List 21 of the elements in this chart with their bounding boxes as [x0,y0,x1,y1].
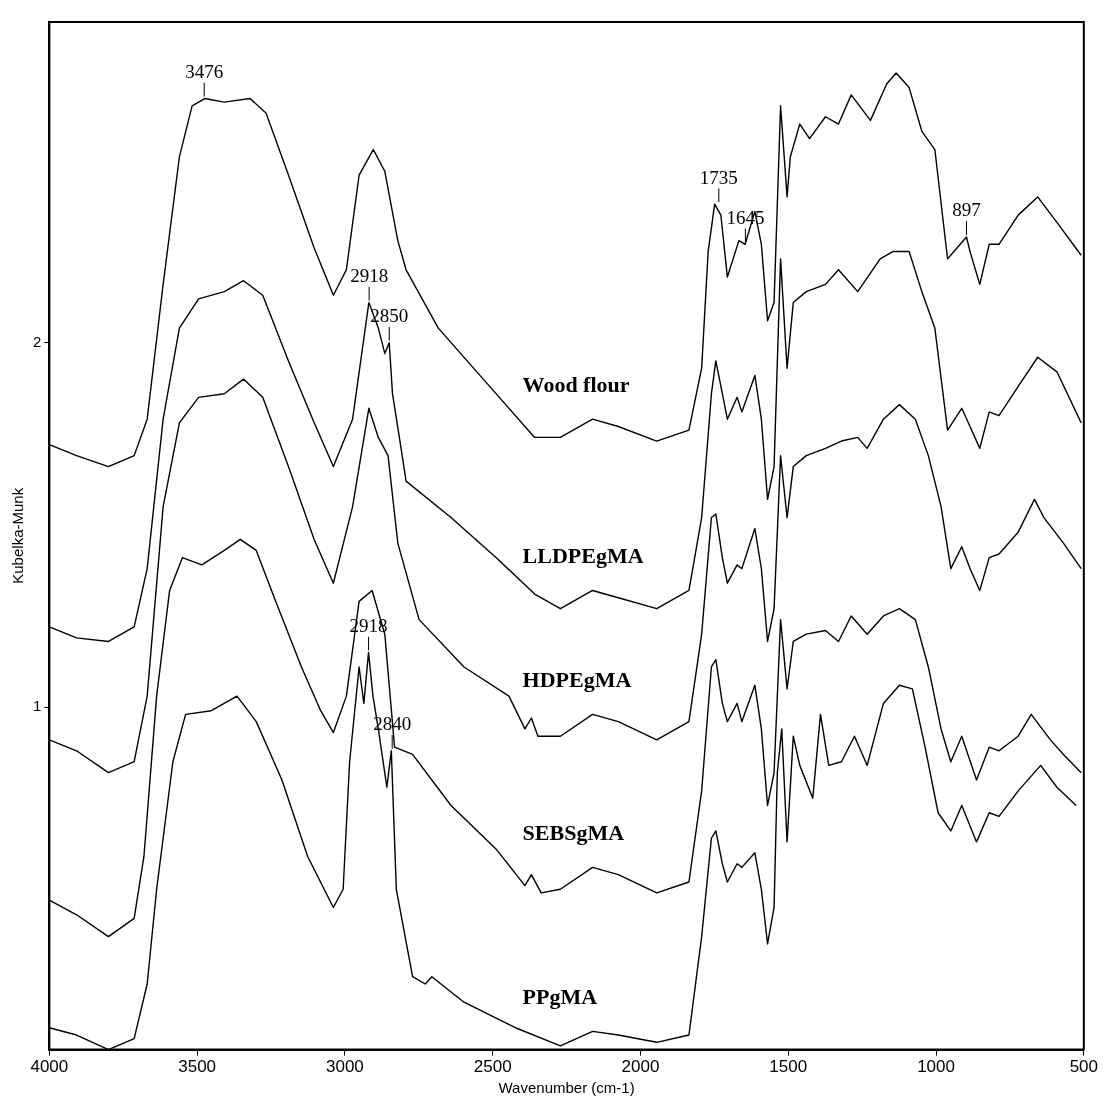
series-label: Wood flour [522,371,630,397]
x-axis-title: Wavenumber (cm-1) [498,1079,635,1097]
x-tick-label: 4000 [30,1057,69,1077]
x-tick-label: 2000 [621,1057,660,1077]
x-tick-label: 1500 [769,1057,808,1077]
annotation: 1735 [699,166,738,188]
x-tick-label: 3000 [325,1057,364,1077]
x-tick-label: 2500 [473,1057,512,1077]
y-tick-label: 1 [33,697,42,715]
annotation: 2918 [350,265,389,287]
x-tick-label: 500 [1069,1057,1099,1077]
x-tick-label: 1000 [917,1057,955,1077]
series-label: PPgMA [522,984,598,1010]
y-axis-title: Kubelka-Munk [9,487,27,584]
y-tick-label: 2 [33,332,42,350]
series-label: LLDPEgMA [522,543,644,569]
series-label: HDPEgMA [522,667,632,693]
annotation: 897 [952,199,981,221]
annotation: 3476 [185,61,224,83]
series-label: SEBSgMA [522,820,625,846]
x-tick-label: 3500 [178,1057,217,1077]
